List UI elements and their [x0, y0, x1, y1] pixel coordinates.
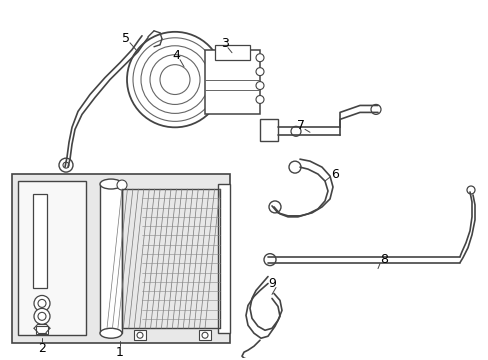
Bar: [100, 184, 122, 333]
Bar: [134, 330, 146, 340]
Text: 7: 7: [296, 119, 305, 132]
Text: 1: 1: [116, 346, 123, 359]
Circle shape: [202, 332, 207, 338]
Circle shape: [290, 126, 301, 136]
Text: 2: 2: [38, 342, 46, 355]
Circle shape: [466, 186, 474, 194]
Ellipse shape: [100, 179, 122, 189]
Circle shape: [38, 312, 46, 320]
Circle shape: [63, 162, 69, 168]
Circle shape: [34, 309, 50, 324]
Circle shape: [370, 104, 380, 114]
Circle shape: [59, 158, 73, 172]
Circle shape: [38, 300, 46, 307]
Circle shape: [256, 54, 264, 62]
Circle shape: [288, 161, 301, 173]
Text: 4: 4: [172, 49, 180, 62]
Circle shape: [268, 201, 281, 213]
Circle shape: [34, 296, 50, 311]
Bar: [199, 330, 210, 340]
Text: 9: 9: [267, 277, 275, 290]
Circle shape: [256, 68, 264, 76]
Circle shape: [117, 180, 127, 190]
Bar: [18, 181, 86, 335]
Circle shape: [264, 254, 275, 266]
Bar: [36, 326, 48, 334]
Bar: [215, 45, 249, 60]
Text: 6: 6: [330, 168, 338, 181]
Circle shape: [256, 95, 264, 103]
Bar: [33, 194, 47, 288]
Bar: [12, 174, 229, 343]
Bar: [260, 120, 278, 141]
Text: 8: 8: [379, 253, 387, 266]
Circle shape: [137, 332, 142, 338]
Bar: [204, 50, 260, 114]
Text: 5: 5: [122, 32, 130, 45]
Bar: [218, 184, 229, 333]
Circle shape: [127, 32, 223, 127]
Circle shape: [256, 82, 264, 90]
Ellipse shape: [100, 328, 122, 338]
Text: 3: 3: [221, 37, 228, 50]
